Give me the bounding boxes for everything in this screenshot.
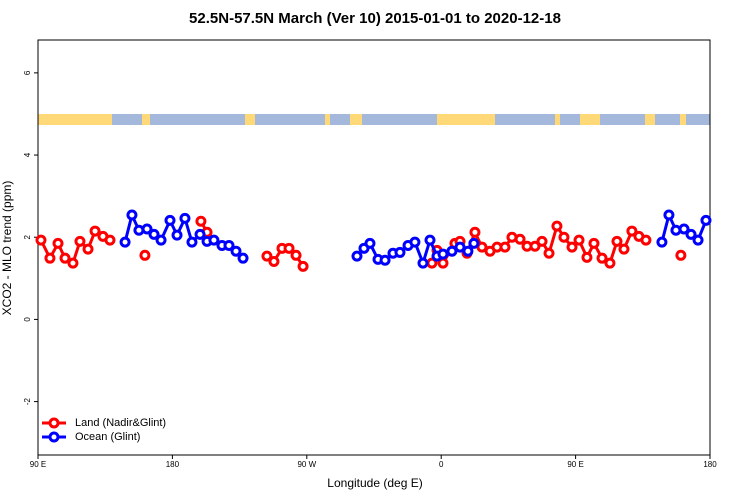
point	[364, 237, 376, 249]
y-tick-label: 4	[23, 152, 32, 157]
point	[394, 246, 406, 258]
point	[529, 240, 541, 252]
legend-marker	[48, 417, 60, 429]
legend-marker	[48, 431, 60, 443]
point	[351, 250, 363, 262]
chart-title: 52.5N-57.5N March (Ver 10) 2015-01-01 to…	[189, 10, 561, 27]
point	[424, 234, 436, 246]
point	[618, 243, 630, 255]
y-tick-label: -2	[23, 397, 32, 405]
plot-frame	[37, 39, 711, 456]
point	[74, 235, 86, 247]
point	[230, 245, 242, 257]
point	[573, 234, 585, 246]
point	[566, 241, 578, 253]
point	[126, 209, 138, 221]
point	[208, 234, 220, 246]
x-tick-label: 90 W	[297, 460, 316, 469]
point	[409, 236, 421, 248]
point	[675, 249, 687, 261]
point	[454, 241, 466, 253]
point	[186, 236, 198, 248]
point	[462, 245, 474, 257]
legend-label: Ocean (Glint)	[75, 431, 140, 443]
point	[297, 260, 309, 272]
point	[581, 251, 593, 263]
point	[499, 241, 511, 253]
point	[678, 223, 690, 235]
point	[446, 245, 458, 257]
point	[89, 225, 101, 237]
point	[417, 257, 429, 269]
point	[626, 225, 638, 237]
point	[104, 234, 116, 246]
point	[223, 239, 235, 251]
point	[551, 220, 563, 232]
point	[268, 255, 280, 267]
land-ocean-strip	[38, 114, 710, 125]
point	[67, 257, 79, 269]
point	[640, 234, 652, 246]
legend-label: Land (Nadir&Glint)	[75, 417, 166, 429]
point	[468, 237, 480, 249]
point	[290, 249, 302, 261]
y-tick-label: 6	[23, 70, 32, 75]
x-tick-label: 180	[166, 460, 180, 469]
point	[164, 214, 176, 226]
x-tick-label: 90 E	[30, 460, 46, 469]
y-tick-label: 2	[23, 234, 32, 239]
point	[237, 252, 249, 264]
point	[543, 247, 555, 259]
point	[611, 235, 623, 247]
point	[194, 228, 206, 240]
point	[119, 236, 131, 248]
point	[685, 228, 697, 240]
point	[59, 252, 71, 264]
point	[469, 226, 481, 238]
point	[283, 242, 295, 254]
point	[155, 234, 167, 246]
point	[588, 237, 600, 249]
x-tick-label: 90 E	[567, 460, 583, 469]
point	[139, 249, 151, 261]
point	[514, 233, 526, 245]
point	[44, 252, 56, 264]
point	[604, 257, 616, 269]
point	[35, 234, 47, 246]
point	[82, 243, 94, 255]
point	[656, 236, 668, 248]
point	[536, 235, 548, 247]
x-tick-label: 180	[703, 460, 717, 469]
point	[179, 212, 191, 224]
point	[261, 250, 273, 262]
point	[141, 223, 153, 235]
point	[692, 234, 704, 246]
point	[596, 252, 608, 264]
point	[700, 214, 712, 226]
point	[379, 254, 391, 266]
point	[171, 229, 183, 241]
point	[663, 209, 675, 221]
x-tick-label: 0	[439, 460, 444, 469]
y-tick-label: 0	[23, 317, 32, 322]
point	[558, 231, 570, 243]
point	[437, 248, 449, 260]
point	[148, 228, 160, 240]
y-axis-label: XCO2 - MLO trend (ppm)	[0, 181, 14, 316]
point	[52, 237, 64, 249]
point	[195, 215, 207, 227]
x-axis-label: Longitude (deg E)	[327, 476, 422, 490]
